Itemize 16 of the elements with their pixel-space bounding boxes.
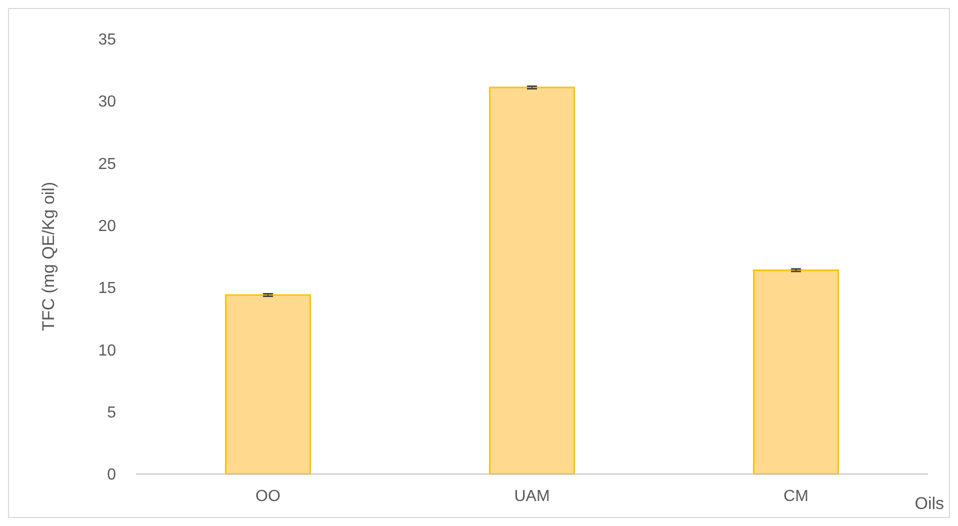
x-tick-label: CM xyxy=(784,488,808,505)
bar xyxy=(753,269,839,475)
y-tick-label: 20 xyxy=(98,218,116,236)
bar xyxy=(225,294,311,475)
y-tick-label: 10 xyxy=(98,342,116,360)
y-tick-label: 35 xyxy=(98,32,116,49)
y-tick-label: 30 xyxy=(98,94,116,111)
bar xyxy=(489,86,575,475)
y-tick-label: 0 xyxy=(107,466,116,484)
y-tick-label: 5 xyxy=(107,404,116,422)
x-tick-label: OO xyxy=(256,488,280,505)
x-axis-title: Oils xyxy=(914,494,944,513)
x-tick-label: UAM xyxy=(514,488,550,505)
y-axis-title: TFC (mg QE/Kg oil) xyxy=(39,182,58,332)
y-tick-label: 15 xyxy=(98,280,116,298)
y-tick-label: 25 xyxy=(98,156,116,173)
